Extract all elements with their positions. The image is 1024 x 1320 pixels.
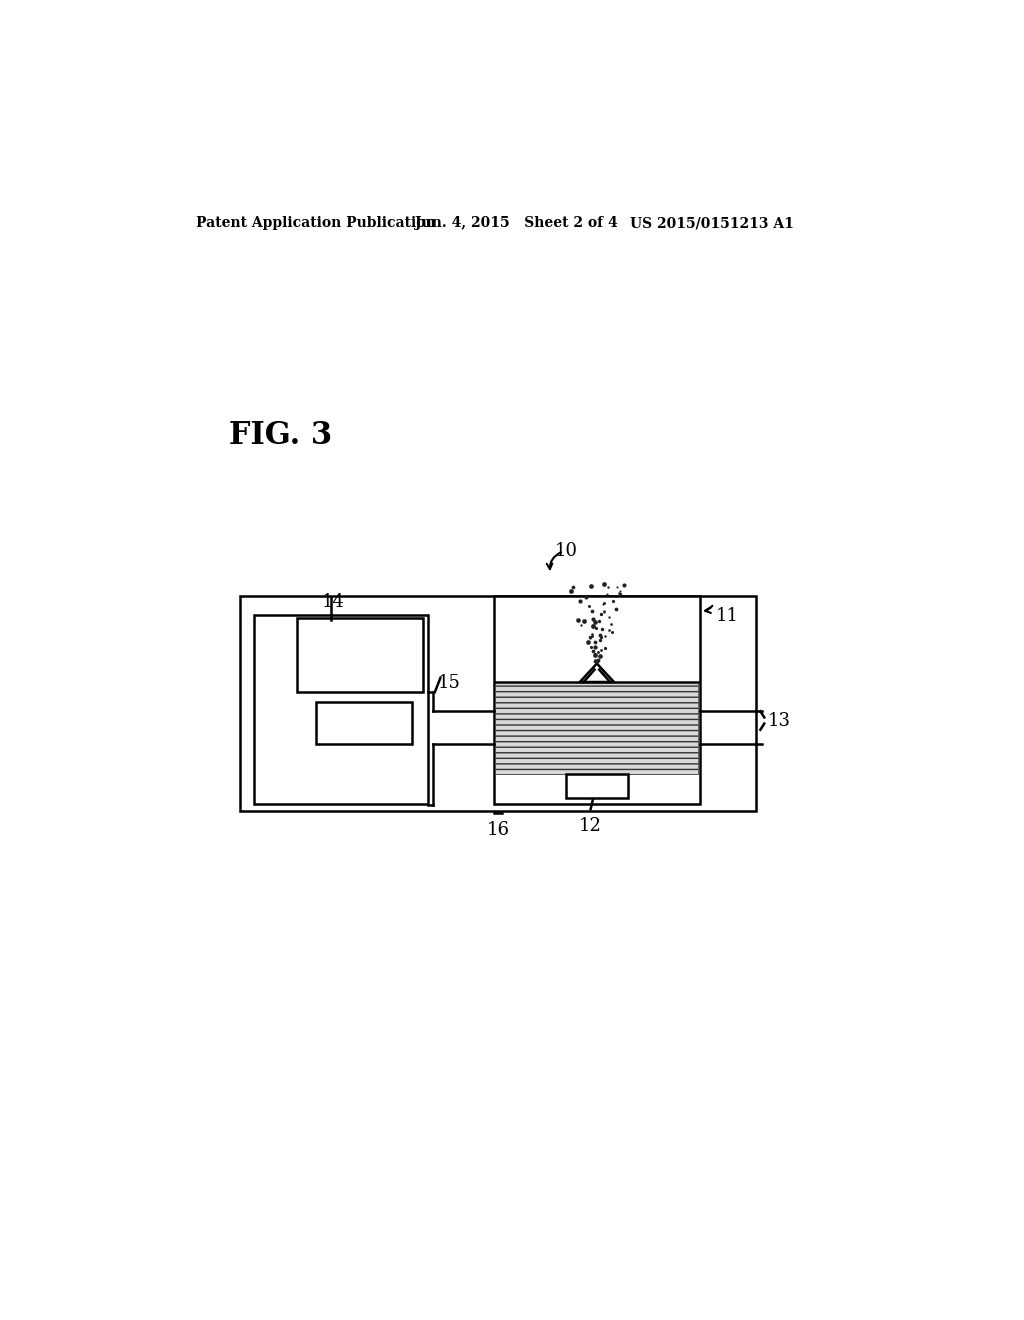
Text: Jun. 4, 2015   Sheet 2 of 4: Jun. 4, 2015 Sheet 2 of 4 (415, 216, 617, 230)
Text: 13: 13 (768, 711, 792, 730)
Text: Patent Application Publication: Patent Application Publication (197, 216, 436, 230)
Text: 12: 12 (580, 817, 602, 834)
Text: 15: 15 (438, 675, 461, 692)
Bar (316, 702, 412, 743)
Text: US 2015/0151213 A1: US 2015/0151213 A1 (630, 216, 794, 230)
Bar (566, 775, 628, 797)
Bar (254, 615, 428, 804)
Text: 11: 11 (716, 607, 738, 624)
Bar (241, 595, 756, 812)
Text: 10: 10 (554, 543, 578, 560)
Text: 14: 14 (322, 594, 345, 611)
Bar (297, 618, 423, 692)
Text: FIG. 3: FIG. 3 (228, 420, 332, 451)
Bar (496, 682, 698, 775)
Text: 16: 16 (486, 821, 510, 838)
Bar (494, 595, 700, 804)
